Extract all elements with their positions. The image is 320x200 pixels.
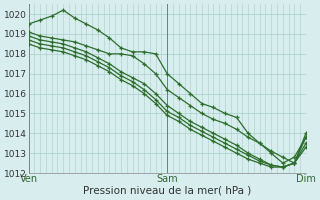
X-axis label: Pression niveau de la mer( hPa ): Pression niveau de la mer( hPa ): [83, 186, 251, 196]
